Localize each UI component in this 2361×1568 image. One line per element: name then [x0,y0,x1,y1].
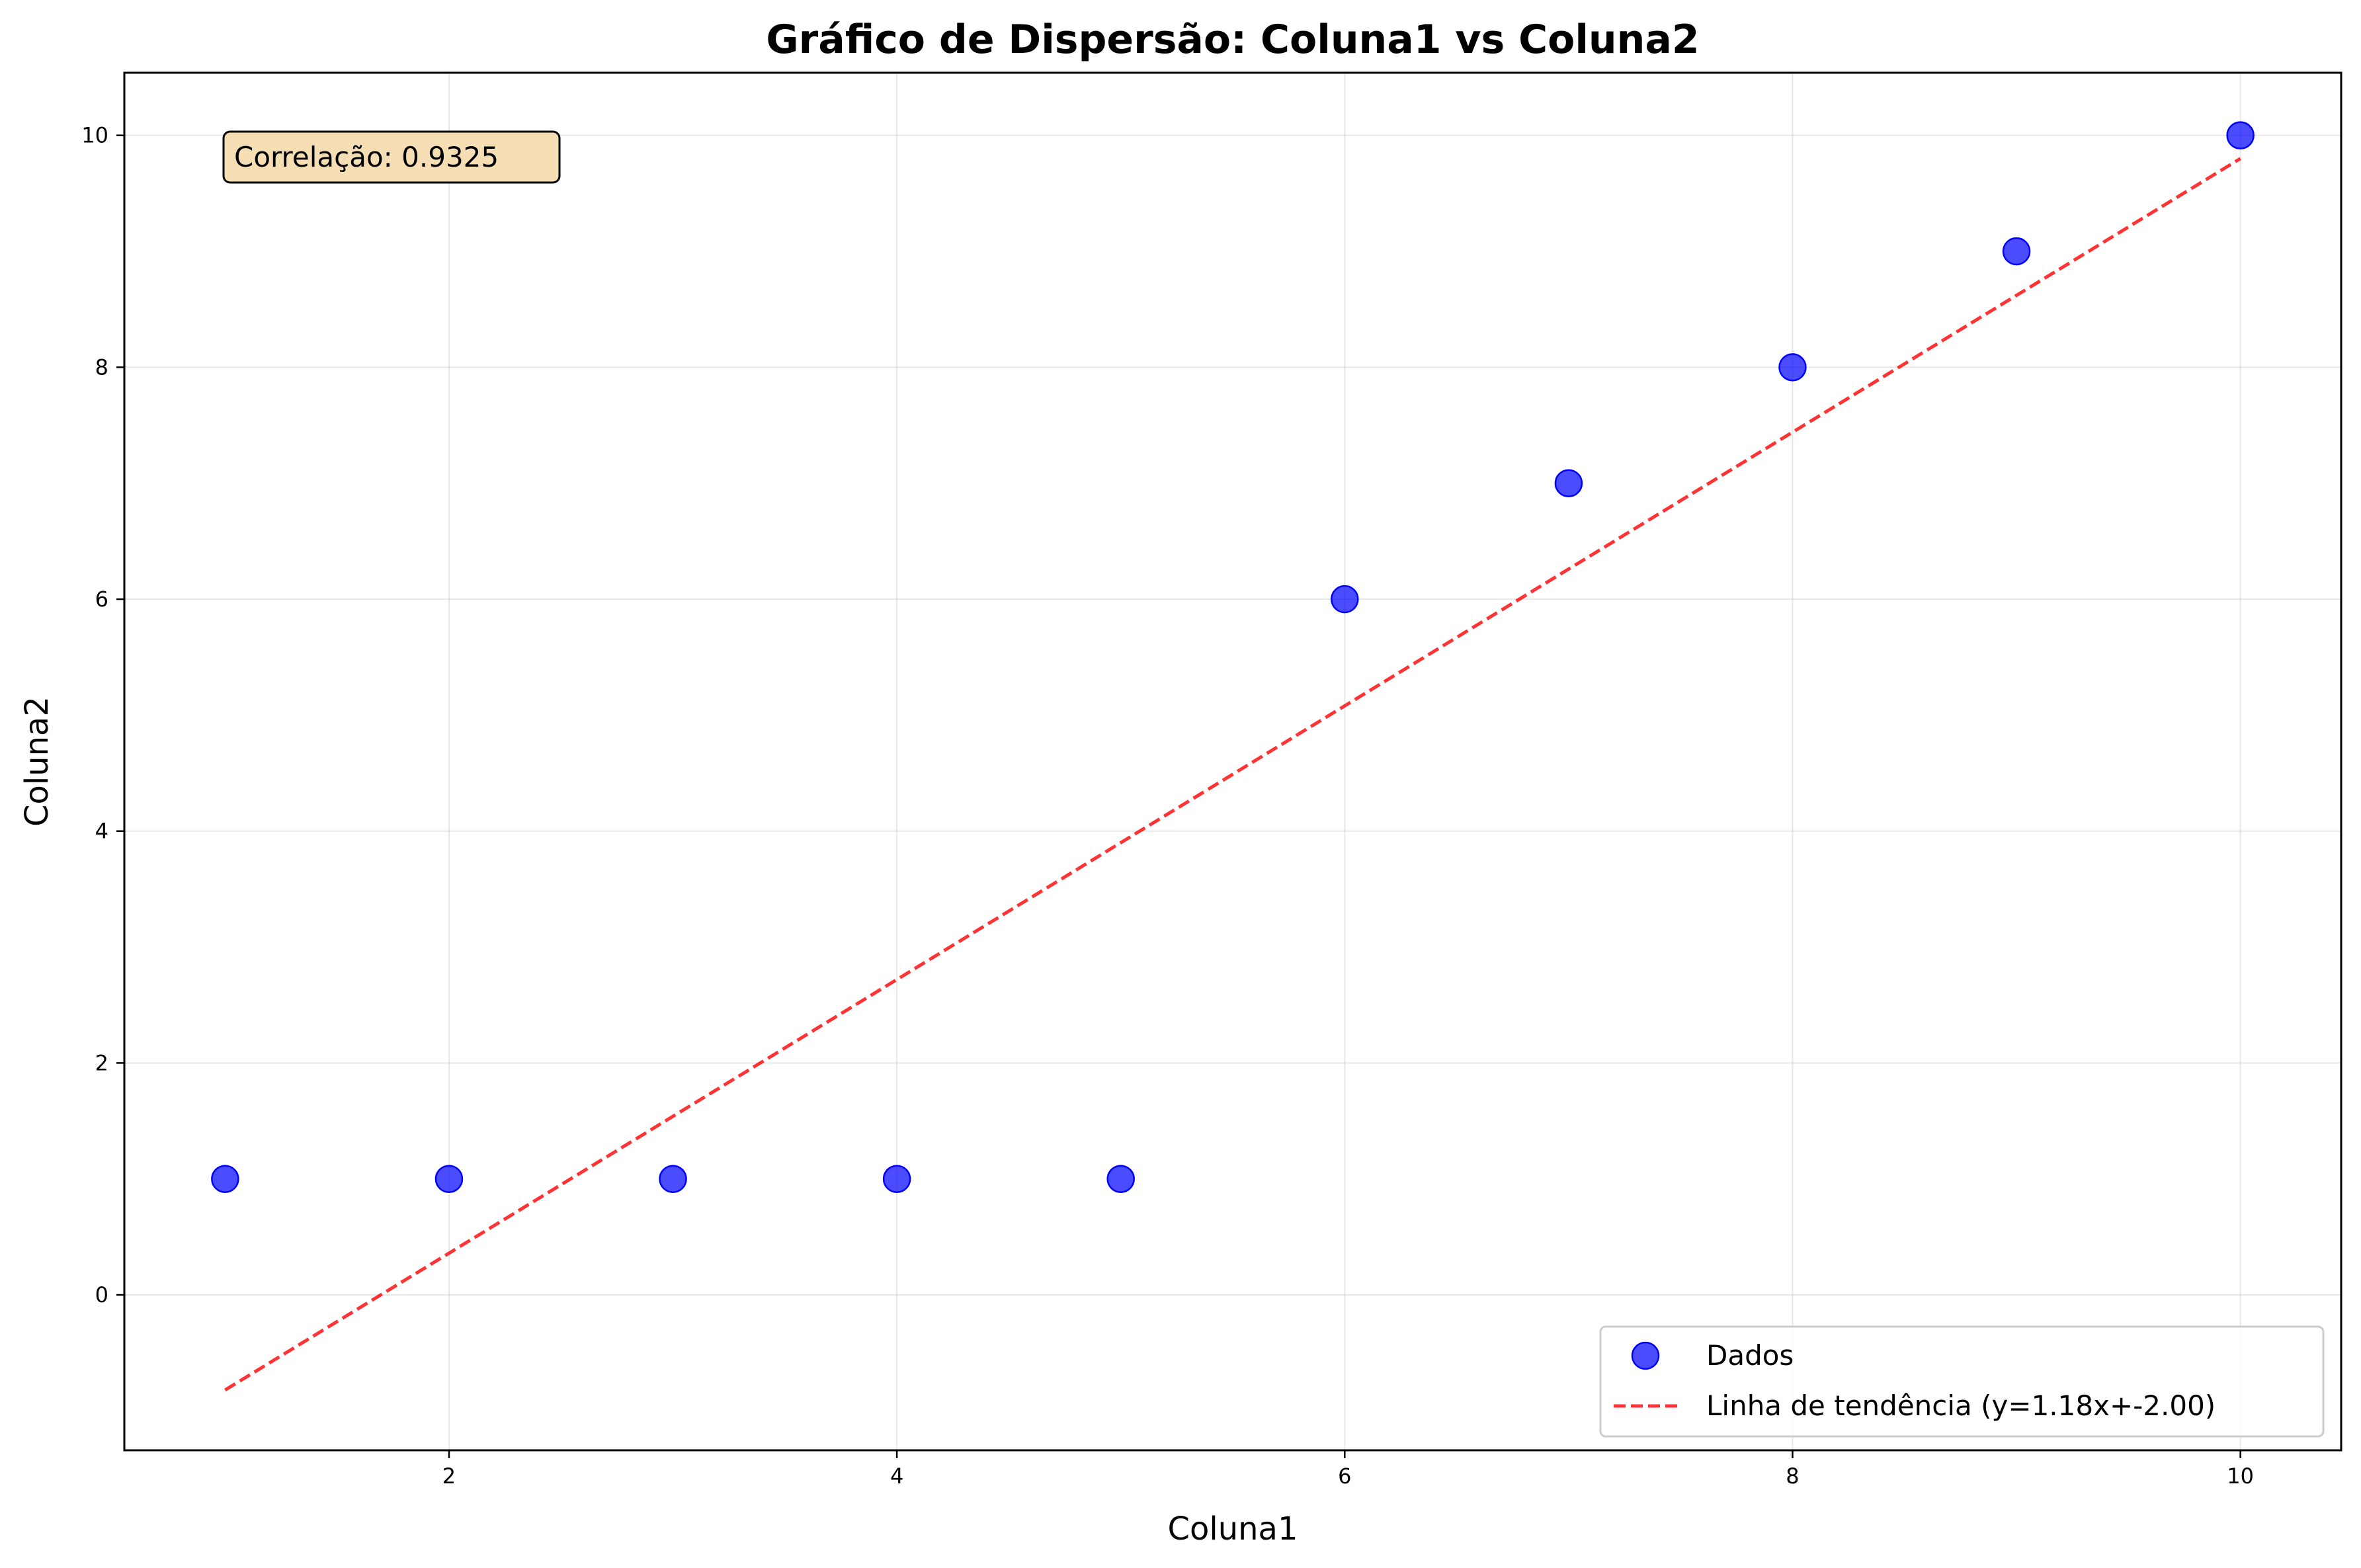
data-point [2226,121,2255,149]
plot-series [211,121,2255,1391]
data-point [1331,585,1359,614]
y-tick-label: 6 [95,587,108,612]
legend-label-trendline: Linha de tendência (y=1.18x+-2.00) [1706,1389,2216,1422]
data-point [211,1165,239,1193]
legend: Dados Linha de tendência (y=1.18x+-2.00) [1599,1325,2325,1438]
plot-frame [123,71,2342,1452]
correlation-text: Correlação: 0.9325 [234,141,499,173]
x-tick-label: 8 [1786,1464,1799,1489]
data-point [1554,469,1583,497]
y-tick-label: 10 [81,123,108,148]
y-axis-label: Coluna2 [19,696,56,827]
x-tick-label: 2 [442,1464,456,1489]
chart-title: Gráfico de Dispersão: Coluna1 vs Coluna2 [766,17,1699,63]
y-tick-label: 8 [95,354,108,380]
legend-label-dados: Dados [1706,1339,1794,1372]
data-point [2002,237,2031,266]
data-point [1106,1165,1135,1193]
data-point [659,1165,687,1193]
legend-marker-dados [1631,1341,1660,1370]
legend-box [1599,1325,2325,1438]
trendline [224,157,2241,1391]
y-tick-label: 2 [95,1050,108,1075]
correlation-annotation: Correlação: 0.9325 [222,130,561,184]
data-point [435,1165,464,1193]
y-tick-label: 0 [95,1282,108,1307]
x-axis-label: Coluna1 [1167,1510,1298,1547]
y-tick-label: 4 [95,819,108,844]
axis-ticks: 2 4 6 8 10 0 2 4 6 8 10 [81,123,2254,1489]
data-point [882,1165,911,1193]
x-tick-label: 4 [890,1464,903,1489]
grid-lines [124,73,2341,1450]
x-tick-label: 10 [2227,1464,2254,1489]
data-point [1778,353,1807,382]
x-tick-label: 6 [1338,1464,1351,1489]
correlation-box [222,130,561,184]
